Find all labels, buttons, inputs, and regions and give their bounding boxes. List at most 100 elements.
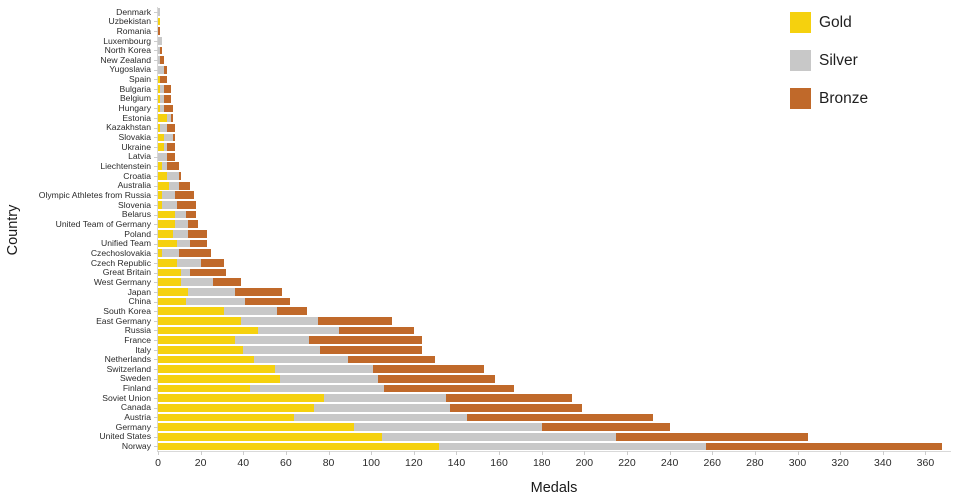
x-tick-label: 180 bbox=[532, 457, 551, 469]
medal-bar bbox=[158, 288, 951, 296]
legend: Gold Silver Bronze bbox=[790, 12, 868, 109]
country-label: East Germany bbox=[96, 315, 151, 326]
gold-segment bbox=[158, 94, 161, 103]
y-tick-mark bbox=[154, 388, 158, 390]
y-tick-mark bbox=[154, 427, 158, 429]
medal-bar bbox=[158, 403, 951, 412]
bronze-segment bbox=[179, 249, 212, 258]
y-tick-mark bbox=[154, 359, 158, 361]
country-label: Estonia bbox=[122, 112, 151, 123]
medal-bar bbox=[158, 316, 951, 325]
bar-row: West Germany bbox=[94, 277, 951, 287]
country-label: Kazakhstan bbox=[106, 122, 151, 133]
silver-segment bbox=[241, 316, 318, 325]
country-label: West Germany bbox=[93, 276, 151, 287]
y-tick-mark bbox=[154, 137, 158, 139]
gold-segment bbox=[158, 297, 186, 306]
bar-row: Soviet Union bbox=[102, 393, 951, 403]
y-tick-mark bbox=[154, 243, 158, 245]
y-axis-title: Country bbox=[5, 204, 21, 256]
silver-segment bbox=[249, 384, 384, 393]
country-label: Germany bbox=[115, 421, 151, 432]
x-tick-mark bbox=[200, 451, 202, 455]
country-label: Luxembourg bbox=[103, 35, 151, 46]
bronze-segment bbox=[189, 268, 227, 277]
y-tick-mark bbox=[154, 282, 158, 284]
y-tick-mark bbox=[154, 272, 158, 274]
country-label: Switzerland bbox=[106, 363, 151, 374]
x-axis-title: Medals bbox=[530, 480, 578, 496]
gold-segment bbox=[158, 191, 163, 200]
bronze-segment bbox=[245, 297, 291, 306]
country-label: Poland bbox=[124, 228, 151, 239]
bar-row: Spain bbox=[129, 75, 951, 85]
x-tick-mark bbox=[285, 451, 287, 455]
y-tick-mark bbox=[154, 233, 158, 235]
y-tick-mark bbox=[154, 436, 158, 438]
silver-segment bbox=[168, 181, 180, 190]
y-tick-mark bbox=[154, 60, 158, 62]
bronze-segment bbox=[467, 413, 653, 422]
x-tick-mark bbox=[371, 451, 373, 455]
medal-bar bbox=[158, 181, 951, 190]
x-tick-mark bbox=[584, 451, 586, 455]
gold-segment bbox=[158, 230, 173, 238]
silver-segment bbox=[175, 220, 188, 229]
medal-bar bbox=[158, 345, 951, 354]
silver-segment bbox=[158, 36, 163, 45]
medal-bar bbox=[158, 143, 951, 151]
country-label: Croatia bbox=[123, 170, 151, 181]
country-label: Netherlands bbox=[104, 354, 151, 365]
bar-row: Poland bbox=[124, 229, 951, 239]
bronze-segment bbox=[320, 345, 423, 354]
bar-row: United States bbox=[99, 432, 951, 442]
x-tick-mark bbox=[626, 451, 628, 455]
silver-segment bbox=[166, 114, 171, 122]
silver-segment bbox=[279, 374, 378, 383]
silver-segment bbox=[158, 152, 167, 161]
x-tick-label: 360 bbox=[916, 457, 935, 469]
gold-segment bbox=[158, 259, 178, 267]
bronze-segment bbox=[166, 152, 176, 161]
medal-bar bbox=[158, 278, 951, 287]
y-tick-mark bbox=[154, 127, 158, 129]
legend-label: Gold bbox=[819, 13, 852, 31]
x-axis-ticks: 0 20 40 60 80 100 120 140 160 180 200 220 240 260 280 3… bbox=[155, 451, 951, 475]
country-label: Yugoslavia bbox=[109, 64, 151, 75]
gold-segment bbox=[158, 181, 169, 190]
x-tick-mark bbox=[243, 451, 245, 455]
x-tick-label: 340 bbox=[874, 457, 892, 469]
country-label: Norway bbox=[121, 441, 151, 452]
x-tick-label: 0 bbox=[155, 457, 161, 469]
y-tick-mark bbox=[154, 224, 158, 226]
y-tick-mark bbox=[154, 417, 158, 419]
bar-row: Japan bbox=[128, 287, 951, 297]
silver-swatch-icon bbox=[790, 50, 811, 71]
country-label: Russia bbox=[124, 325, 151, 336]
bar-row: Italy bbox=[135, 345, 951, 355]
bar-row: Czech Republic bbox=[91, 258, 951, 268]
x-tick-label: 140 bbox=[447, 457, 466, 469]
y-tick-mark bbox=[154, 175, 158, 177]
country-label: Liechtenstein bbox=[100, 161, 151, 172]
bronze-swatch-icon bbox=[790, 88, 811, 109]
silver-segment bbox=[177, 259, 201, 267]
bronze-segment bbox=[185, 210, 197, 219]
bronze-segment bbox=[164, 65, 167, 74]
medal-bar bbox=[158, 201, 951, 209]
gold-segment bbox=[158, 249, 163, 258]
medal-bar bbox=[158, 413, 951, 422]
medal-bar bbox=[158, 17, 951, 26]
y-tick-mark bbox=[154, 446, 158, 448]
bronze-segment bbox=[705, 442, 943, 451]
x-tick-mark bbox=[754, 451, 756, 455]
y-tick-mark bbox=[154, 21, 158, 23]
x-tick-mark bbox=[456, 451, 458, 455]
bar-row: Luxembourg bbox=[103, 36, 951, 46]
y-tick-mark bbox=[154, 98, 158, 100]
bar-row: Russia bbox=[125, 326, 951, 336]
gold-segment bbox=[158, 326, 259, 335]
medal-bar bbox=[158, 210, 951, 219]
silver-segment bbox=[243, 345, 320, 354]
bronze-segment bbox=[164, 85, 171, 93]
